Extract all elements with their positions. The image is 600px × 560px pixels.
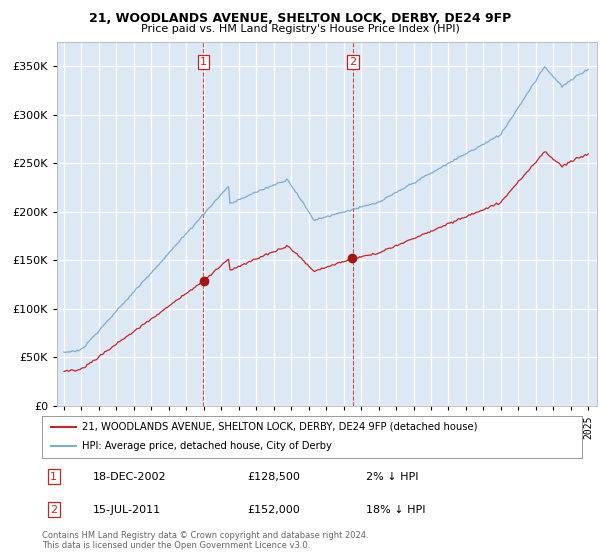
Text: 1: 1 bbox=[200, 57, 206, 67]
Text: Price paid vs. HM Land Registry's House Price Index (HPI): Price paid vs. HM Land Registry's House … bbox=[140, 24, 460, 34]
Text: 2% ↓ HPI: 2% ↓ HPI bbox=[366, 472, 419, 482]
Text: 21, WOODLANDS AVENUE, SHELTON LOCK, DERBY, DE24 9FP: 21, WOODLANDS AVENUE, SHELTON LOCK, DERB… bbox=[89, 12, 511, 25]
Text: HPI: Average price, detached house, City of Derby: HPI: Average price, detached house, City… bbox=[83, 441, 332, 451]
Text: 18-DEC-2002: 18-DEC-2002 bbox=[94, 472, 167, 482]
Text: £128,500: £128,500 bbox=[247, 472, 300, 482]
Text: 2: 2 bbox=[349, 57, 356, 67]
Text: 18% ↓ HPI: 18% ↓ HPI bbox=[366, 505, 425, 515]
Text: 1: 1 bbox=[50, 472, 57, 482]
Text: Contains HM Land Registry data © Crown copyright and database right 2024.
This d: Contains HM Land Registry data © Crown c… bbox=[42, 531, 368, 550]
Text: 15-JUL-2011: 15-JUL-2011 bbox=[94, 505, 161, 515]
Text: £152,000: £152,000 bbox=[247, 505, 300, 515]
Bar bbox=[203, 42, 353, 406]
Text: 21, WOODLANDS AVENUE, SHELTON LOCK, DERBY, DE24 9FP (detached house): 21, WOODLANDS AVENUE, SHELTON LOCK, DERB… bbox=[83, 422, 478, 432]
Text: 2: 2 bbox=[50, 505, 57, 515]
